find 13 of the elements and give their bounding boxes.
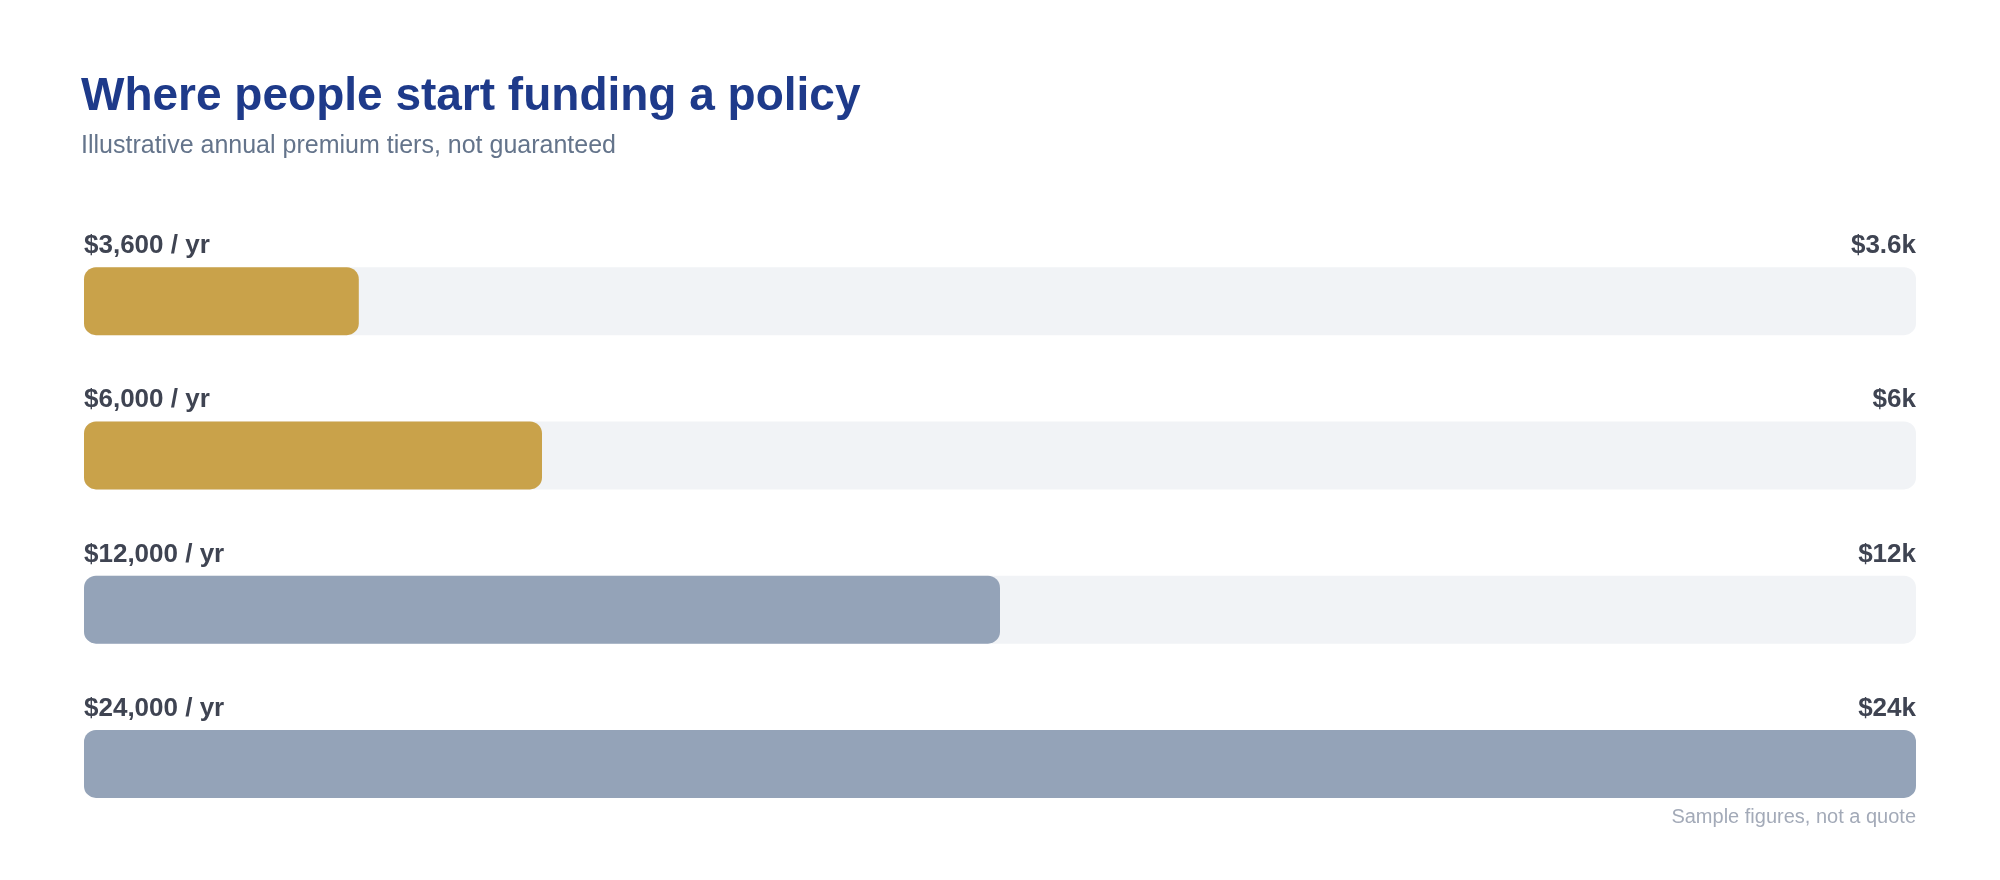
chart-title: Where people start funding a policy	[81, 68, 861, 120]
y-tick-label: $12,000 / yr	[84, 537, 225, 568]
bar	[84, 421, 542, 490]
data-label: $3.6k	[1850, 229, 1917, 260]
text: Sample figures, not a quote	[1671, 805, 1917, 827]
bar	[84, 267, 359, 336]
y-tick-label: $6,000 / yr	[84, 383, 210, 414]
y-tick-label: $3,600 / yr	[84, 229, 210, 260]
data-label: $12k	[1858, 537, 1917, 568]
data-label: $24k	[1858, 691, 1917, 722]
chart-subtitle: Illustrative annual premium tiers, not guaranteed	[81, 129, 617, 158]
data-label: $6k	[1872, 383, 1917, 414]
y-tick-label: $24,000 / yr	[84, 691, 225, 722]
